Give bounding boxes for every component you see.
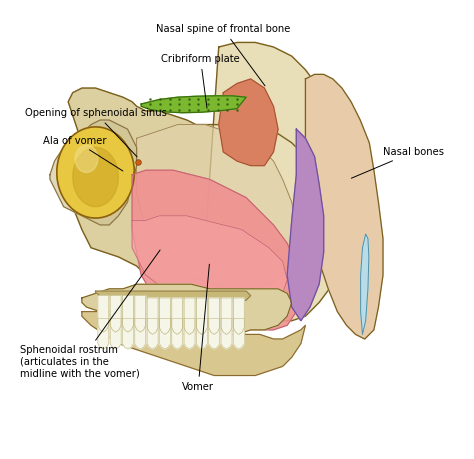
Polygon shape xyxy=(98,296,109,332)
Polygon shape xyxy=(196,319,207,349)
Polygon shape xyxy=(184,319,195,349)
Polygon shape xyxy=(219,79,278,166)
Polygon shape xyxy=(209,319,219,349)
Polygon shape xyxy=(132,170,301,330)
Polygon shape xyxy=(159,298,170,335)
Polygon shape xyxy=(122,319,134,349)
Text: Cribriform plate: Cribriform plate xyxy=(161,54,240,108)
Polygon shape xyxy=(147,319,158,349)
Polygon shape xyxy=(233,319,244,349)
Polygon shape xyxy=(135,296,146,332)
Polygon shape xyxy=(110,296,121,332)
Polygon shape xyxy=(57,127,134,218)
Polygon shape xyxy=(122,296,134,332)
Polygon shape xyxy=(196,298,207,335)
Polygon shape xyxy=(221,298,232,335)
Polygon shape xyxy=(73,147,118,207)
Polygon shape xyxy=(82,312,305,375)
Polygon shape xyxy=(287,129,324,321)
Polygon shape xyxy=(110,319,121,349)
Polygon shape xyxy=(98,319,109,349)
Polygon shape xyxy=(141,96,246,113)
Polygon shape xyxy=(159,319,170,349)
Polygon shape xyxy=(172,319,182,349)
Polygon shape xyxy=(172,298,182,335)
Polygon shape xyxy=(221,319,232,349)
Polygon shape xyxy=(147,298,158,335)
Polygon shape xyxy=(96,291,251,302)
Polygon shape xyxy=(184,298,195,335)
Text: Vomer: Vomer xyxy=(182,264,214,392)
Text: Sphenoidal rostrum
(articulates in the
midline with the vomer): Sphenoidal rostrum (articulates in the m… xyxy=(20,250,160,378)
Polygon shape xyxy=(135,319,146,349)
Polygon shape xyxy=(82,284,292,335)
Polygon shape xyxy=(361,234,369,335)
Polygon shape xyxy=(137,124,296,289)
Polygon shape xyxy=(132,216,287,307)
Polygon shape xyxy=(75,145,98,173)
Polygon shape xyxy=(209,298,219,335)
Text: Nasal spine of frontal bone: Nasal spine of frontal bone xyxy=(156,24,291,86)
Polygon shape xyxy=(305,74,383,339)
Text: Nasal bones: Nasal bones xyxy=(351,147,444,178)
Text: Ala of vomer: Ala of vomer xyxy=(43,135,123,171)
Polygon shape xyxy=(233,298,244,335)
Polygon shape xyxy=(205,42,346,321)
Text: Opening of sphenoidal sinus: Opening of sphenoidal sinus xyxy=(25,108,167,157)
Polygon shape xyxy=(50,120,137,225)
Polygon shape xyxy=(68,88,315,293)
